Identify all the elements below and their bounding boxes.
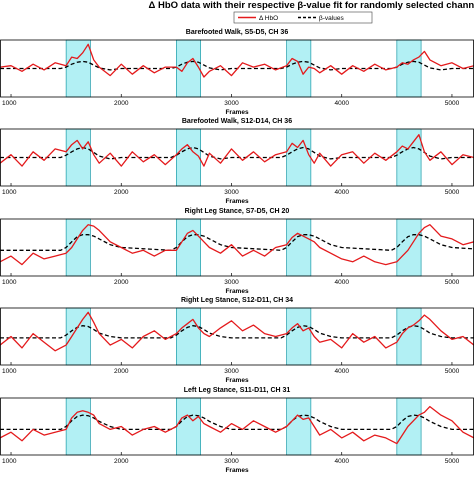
x-tick-label: 4000 <box>334 368 349 375</box>
x-tick-label: 1000 <box>2 458 17 465</box>
x-tick-label: 3000 <box>224 458 239 465</box>
x-tick-label: 4000 <box>334 100 349 107</box>
x-tick-label: 3000 <box>224 100 239 107</box>
panel-4: Right Leg Stance, S12-D11, CH 34 1000 2000… <box>0 297 474 384</box>
task-block <box>176 39 201 98</box>
x-axis-label: Frames <box>225 109 249 116</box>
x-tick-label: 3000 <box>224 189 239 196</box>
beta-line <box>0 414 474 431</box>
hbo-line <box>0 311 474 352</box>
task-block <box>65 397 91 456</box>
legend: Δ HbO β-values <box>233 11 373 24</box>
panel-title: Left Leg Stance, S11-D11, CH 31 <box>184 387 291 394</box>
panel-1: Barefooted Walk, S5-D5, CH 36 1000 2000 300… <box>0 29 474 116</box>
panel-title: Right Leg Stance, S12-D11, CH 34 <box>181 297 293 304</box>
task-block <box>176 128 201 187</box>
hbo-line <box>0 224 474 266</box>
x-tick-label: 2000 <box>114 368 129 375</box>
panel-3: Right Leg Stance, S7-D5, CH 20 1000 2000 30… <box>0 208 474 295</box>
x-tick-label: 2000 <box>114 189 129 196</box>
x-tick-label: 4000 <box>334 279 349 286</box>
figure-title: Δ HbO data with their respective β-value… <box>149 0 474 11</box>
task-block <box>65 307 91 366</box>
x-tick-label: 1000 <box>2 189 17 196</box>
x-tick-label: 3000 <box>224 279 239 286</box>
task-block <box>396 39 422 98</box>
x-tick-label: 4000 <box>334 458 349 465</box>
x-axis-label: Frames <box>225 288 249 295</box>
beta-line <box>0 60 474 71</box>
x-tick-label: 2000 <box>114 458 129 465</box>
hbo-line <box>0 134 474 167</box>
task-block <box>65 218 91 277</box>
task-block <box>396 397 422 456</box>
panel-5: Left Leg Stance, S11-D11, CH 31 1000 2000 3… <box>0 387 474 474</box>
beta-line <box>0 234 474 251</box>
task-block <box>286 218 312 277</box>
x-tick-label: 5000 <box>445 279 460 286</box>
task-block <box>286 397 312 456</box>
hbo-line <box>0 405 474 445</box>
legend-beta-label: β-values <box>319 15 344 22</box>
x-axis-label: Frames <box>225 467 249 474</box>
x-tick-label: 4000 <box>334 189 349 196</box>
task-block <box>176 218 201 277</box>
task-block <box>65 128 91 187</box>
panel-title: Barefooted Walk, S12-D14, CH 36 <box>182 118 292 125</box>
x-tick-label: 1000 <box>2 368 17 375</box>
panel-title: Right Leg Stance, S7-D5, CH 20 <box>185 208 290 215</box>
x-tick-label: 5000 <box>445 368 460 375</box>
hbo-line <box>0 43 474 78</box>
task-block <box>176 307 201 366</box>
panel-2: Barefooted Walk, S12-D14, CH 36 1000 2000 3… <box>0 118 474 205</box>
task-block <box>176 397 201 456</box>
x-tick-label: 2000 <box>114 279 129 286</box>
panels: Barefooted Walk, S5-D5, CH 36 1000 2000 300… <box>0 29 474 474</box>
x-tick-label: 5000 <box>445 100 460 107</box>
x-tick-label: 3000 <box>224 368 239 375</box>
x-tick-label: 2000 <box>114 100 129 107</box>
x-tick-label: 1000 <box>2 279 17 286</box>
task-block <box>286 128 312 187</box>
x-axis-label: Frames <box>225 377 249 384</box>
x-tick-label: 5000 <box>445 458 460 465</box>
panel-title: Barefooted Walk, S5-D5, CH 36 <box>186 29 289 36</box>
x-tick-label: 5000 <box>445 189 460 196</box>
x-axis-label: Frames <box>225 198 249 205</box>
task-block <box>65 39 91 98</box>
x-tick-label: 1000 <box>2 100 17 107</box>
task-block <box>286 307 312 366</box>
legend-hbo-label: Δ HbO <box>259 15 278 22</box>
